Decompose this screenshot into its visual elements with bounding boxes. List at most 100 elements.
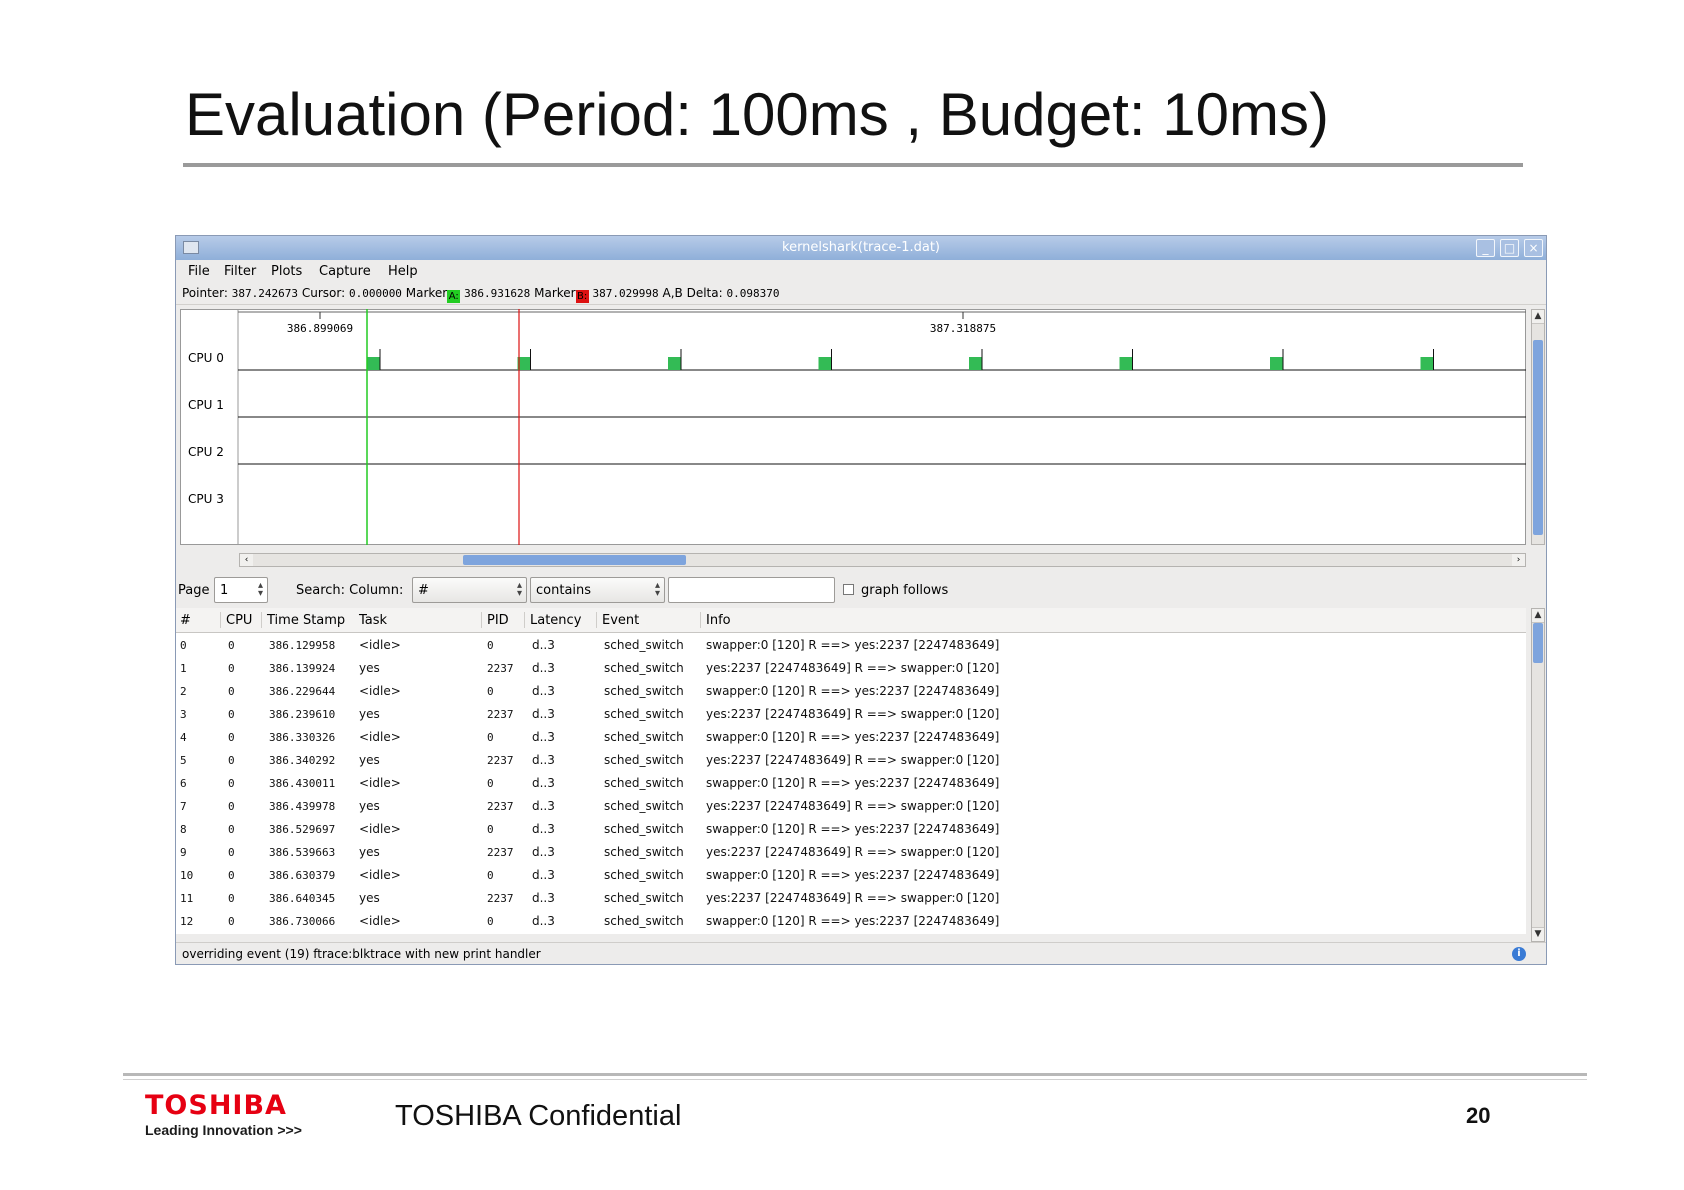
menu-file[interactable]: File bbox=[188, 264, 210, 279]
row-event: sched_switch bbox=[604, 707, 684, 721]
row-index: 6 bbox=[180, 777, 187, 790]
cpu-graph-panel[interactable] bbox=[180, 309, 1526, 545]
graph-horizontal-scrollbar[interactable]: ‹ › bbox=[239, 553, 1526, 567]
table-row[interactable]: 7 0 386.439978 yes 2237 d..3 sched_switch yes:2… bbox=[176, 795, 1526, 818]
page-spinner[interactable]: 1 ▴ ▾ bbox=[214, 577, 268, 603]
menubar: File Filter Plots Capture Help bbox=[176, 260, 1546, 282]
cpu-0-event[interactable] bbox=[517, 357, 531, 370]
cpu-0-event[interactable] bbox=[969, 357, 982, 370]
scroll-left-icon[interactable]: ‹ bbox=[240, 554, 253, 566]
col-header-latency[interactable]: Latency bbox=[530, 613, 582, 628]
cpu-0-event[interactable] bbox=[818, 357, 832, 370]
menu-filter[interactable]: Filter bbox=[224, 264, 257, 279]
column-select[interactable]: # ▴ ▾ bbox=[412, 577, 527, 603]
cpu-0-event[interactable] bbox=[367, 357, 380, 370]
cpu-1-label[interactable]: CPU 1 bbox=[188, 398, 224, 412]
row-info: yes:2237 [2247483649] R ==> swapper:0 [1… bbox=[706, 845, 1000, 859]
col-header-index[interactable]: # bbox=[180, 613, 191, 628]
row-event: sched_switch bbox=[604, 914, 684, 928]
match-select[interactable]: contains ▴ ▾ bbox=[530, 577, 665, 603]
col-header-pid[interactable]: PID bbox=[487, 613, 509, 628]
table-row[interactable]: 8 0 386.529697 <idle> 0 d..3 sched_switch swapp… bbox=[176, 818, 1526, 841]
cpu-0-label[interactable]: CPU 0 bbox=[188, 351, 224, 365]
table-row[interactable]: 6 0 386.430011 <idle> 0 d..3 sched_switch swapp… bbox=[176, 772, 1526, 795]
info-icon[interactable]: i bbox=[1512, 947, 1526, 961]
page-number: 20 bbox=[1466, 1103, 1491, 1128]
row-pid: 2237 bbox=[487, 892, 514, 905]
menu-capture[interactable]: Capture bbox=[319, 264, 371, 279]
row-event: sched_switch bbox=[604, 776, 684, 790]
cpu-0-event[interactable] bbox=[1270, 357, 1283, 370]
col-header-timestamp[interactable]: Time Stamp bbox=[267, 613, 346, 628]
row-index: 12 bbox=[180, 915, 194, 928]
row-timestamp: 386.129958 bbox=[269, 639, 336, 652]
row-timestamp: 386.539663 bbox=[269, 846, 336, 859]
graph-follows-label[interactable]: graph follows bbox=[861, 583, 949, 598]
table-row[interactable]: 10 0 386.630379 <idle> 0 d..3 sched_switch swap… bbox=[176, 864, 1526, 887]
table-row[interactable]: 12 0 386.730066 <idle> 0 d..3 sched_switch swap… bbox=[176, 910, 1526, 933]
row-task: <idle> bbox=[359, 638, 401, 652]
table-row[interactable]: 4 0 386.330326 <idle> 0 d..3 sched_switch swapp… bbox=[176, 726, 1526, 749]
cpu-3-label[interactable]: CPU 3 bbox=[188, 492, 224, 506]
table-row[interactable]: 3 0 386.239610 yes 2237 d..3 sched_switch yes:2… bbox=[176, 703, 1526, 726]
row-info: swapper:0 [120] R ==> yes:2237 [22474836… bbox=[706, 638, 1000, 652]
status-bar: overriding event (19) ftrace:blktrace wi… bbox=[176, 942, 1546, 965]
row-latency: d..3 bbox=[532, 845, 555, 859]
spinner-arrows-icon[interactable]: ▴ ▾ bbox=[257, 580, 263, 599]
scroll-up-icon[interactable]: ▲ bbox=[1532, 310, 1544, 324]
cpu-0-event[interactable] bbox=[1420, 357, 1434, 370]
row-task: yes bbox=[359, 661, 380, 675]
cpu-0-event[interactable] bbox=[668, 357, 681, 370]
marker-b-swatch: B: bbox=[575, 290, 589, 303]
col-header-cpu[interactable]: CPU bbox=[226, 613, 253, 628]
window-menu-icon[interactable] bbox=[183, 241, 199, 254]
event-list[interactable]: # CPU Time Stamp Task PID Latency Event … bbox=[176, 608, 1526, 934]
scroll-right-icon[interactable]: › bbox=[1512, 554, 1525, 566]
row-latency: d..3 bbox=[532, 730, 555, 744]
table-row[interactable]: 5 0 386.340292 yes 2237 d..3 sched_switch yes:2… bbox=[176, 749, 1526, 772]
cpu-0-event[interactable] bbox=[1119, 357, 1133, 370]
logo-tagline: Leading Innovation >>> bbox=[145, 1122, 302, 1138]
menu-help[interactable]: Help bbox=[388, 264, 418, 279]
graph-vertical-scrollbar[interactable]: ▲ bbox=[1531, 309, 1545, 545]
table-row[interactable]: 0 0 386.129958 <idle> 0 d..3 sched_switch swapp… bbox=[176, 634, 1526, 657]
row-cpu: 0 bbox=[228, 800, 235, 813]
col-header-event[interactable]: Event bbox=[602, 613, 640, 628]
list-vertical-scrollbar[interactable]: ▲ ▼ bbox=[1531, 608, 1545, 942]
row-pid: 0 bbox=[487, 639, 494, 652]
row-latency: d..3 bbox=[532, 753, 555, 767]
scroll-up-icon[interactable]: ▲ bbox=[1532, 609, 1544, 623]
row-task: yes bbox=[359, 891, 380, 905]
row-event: sched_switch bbox=[604, 638, 684, 652]
cursor-label: Cursor: bbox=[301, 286, 346, 300]
cpu-graph[interactable]: 386.899069 387.318875 CPU 0 CPU 1 CPU 2 … bbox=[180, 309, 1526, 545]
table-row[interactable]: 2 0 386.229644 <idle> 0 d..3 sched_switch swapp… bbox=[176, 680, 1526, 703]
select-arrows-icon: ▴ ▾ bbox=[516, 580, 522, 599]
minimize-button[interactable]: _ bbox=[1476, 239, 1495, 257]
cpu-2-label[interactable]: CPU 2 bbox=[188, 445, 224, 459]
col-header-info[interactable]: Info bbox=[706, 613, 731, 628]
list-vscroll-thumb[interactable] bbox=[1533, 623, 1543, 663]
col-header-task[interactable]: Task bbox=[359, 613, 388, 628]
graph-vscroll-thumb[interactable] bbox=[1533, 340, 1543, 535]
row-task: yes bbox=[359, 799, 380, 813]
status-message: overriding event (19) ftrace:blktrace wi… bbox=[182, 947, 541, 961]
table-row[interactable]: 9 0 386.539663 yes 2237 d..3 sched_switch yes:2… bbox=[176, 841, 1526, 864]
graph-hscroll-thumb[interactable] bbox=[463, 555, 686, 565]
search-input[interactable] bbox=[668, 577, 835, 603]
window-titlebar[interactable]: kernelshark(trace-1.dat) _ □ × bbox=[176, 236, 1546, 260]
maximize-button[interactable]: □ bbox=[1500, 239, 1519, 257]
graph-follows-checkbox[interactable] bbox=[843, 584, 854, 595]
menu-plots[interactable]: Plots bbox=[271, 264, 303, 279]
table-row[interactable]: 1 0 386.139924 yes 2237 d..3 sched_switch yes:2… bbox=[176, 657, 1526, 680]
scroll-down-icon[interactable]: ▼ bbox=[1532, 927, 1544, 941]
row-info: swapper:0 [120] R ==> yes:2237 [22474836… bbox=[706, 730, 1000, 744]
marker-a-value: 386.931628 bbox=[464, 287, 531, 300]
table-row[interactable]: 11 0 386.640345 yes 2237 d..3 sched_switch yes:… bbox=[176, 887, 1526, 910]
close-button[interactable]: × bbox=[1524, 239, 1543, 257]
row-index: 10 bbox=[180, 869, 194, 882]
row-pid: 2237 bbox=[487, 846, 514, 859]
row-cpu: 0 bbox=[228, 823, 235, 836]
row-pid: 0 bbox=[487, 823, 494, 836]
row-latency: d..3 bbox=[532, 638, 555, 652]
